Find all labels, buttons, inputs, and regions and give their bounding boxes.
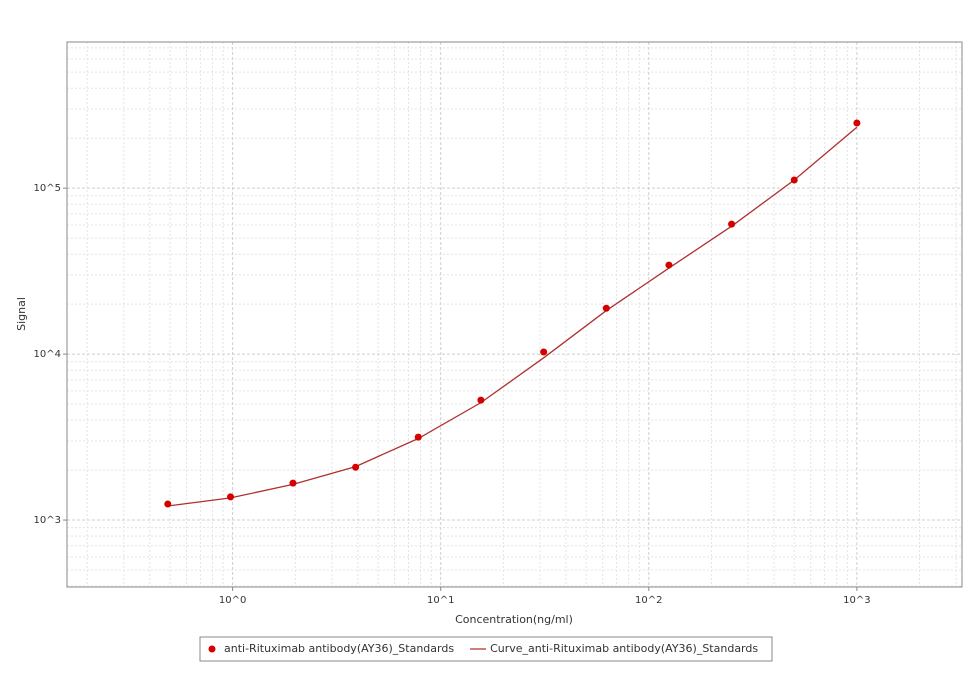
y-tick-label: 10^5 <box>34 183 61 194</box>
data-point <box>289 479 297 487</box>
x-axis-label: Concentration(ng/ml) <box>455 613 573 626</box>
data-point <box>540 348 548 356</box>
data-point <box>414 433 422 441</box>
x-tick-label: 10^3 <box>843 595 870 606</box>
plot-border <box>66 41 963 588</box>
y-tick-label: 10^4 <box>34 349 61 360</box>
data-point <box>164 500 172 508</box>
legend-label: anti-Rituximab antibody(AY36)_Standards <box>224 642 454 655</box>
y-tick-label: 10^3 <box>34 515 61 526</box>
data-point <box>352 463 360 471</box>
x-tick-label: 10^2 <box>635 595 662 606</box>
data-point <box>477 396 485 404</box>
legend-label: Curve_anti-Rituximab antibody(AY36)_Stan… <box>490 642 758 655</box>
fit-curve <box>167 126 858 507</box>
x-tick-label: 10^0 <box>219 595 246 606</box>
y-axis-label: Signal <box>15 297 28 331</box>
data-point <box>853 119 861 127</box>
legend-marker <box>208 645 216 653</box>
data-point <box>227 493 235 501</box>
data-point <box>728 220 736 228</box>
data-point <box>790 176 798 184</box>
x-tick-label: 10^1 <box>427 595 454 606</box>
data-point <box>602 304 610 312</box>
data-point <box>665 261 673 269</box>
